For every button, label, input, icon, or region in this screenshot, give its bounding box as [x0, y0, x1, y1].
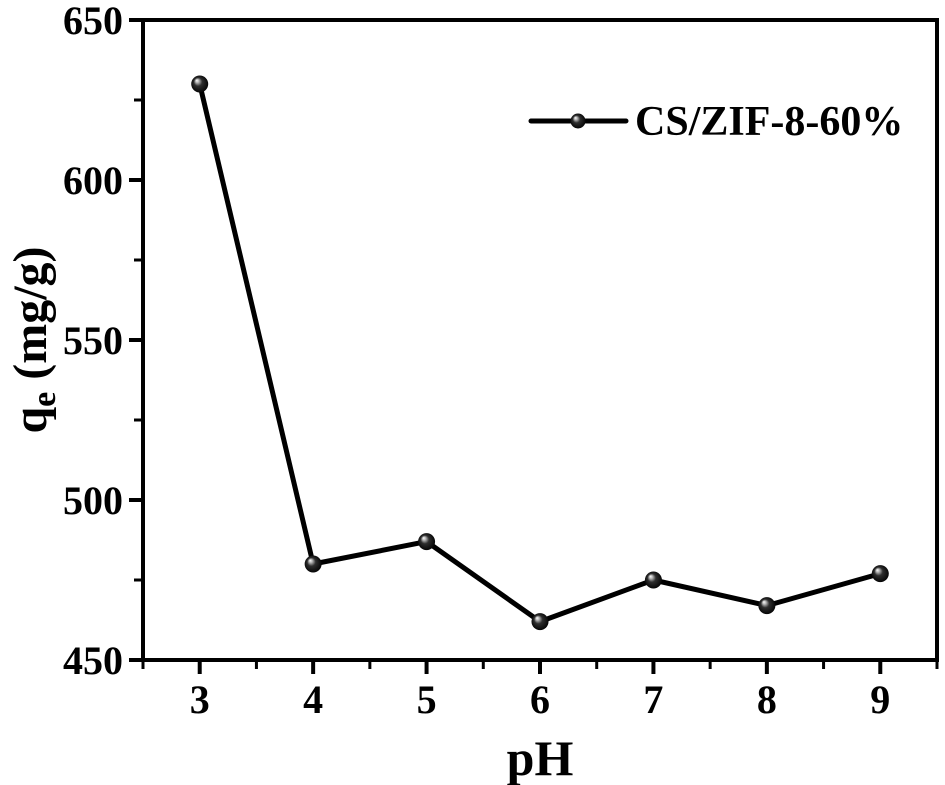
x-axis-tick-label: 7 [643, 677, 663, 722]
data-point-marker [304, 555, 322, 573]
plot-frame-border [141, 18, 939, 662]
x-axis-tick-label: 3 [190, 677, 210, 722]
legend: CS/ZIF-8-60% [528, 99, 903, 145]
plot-frame [141, 18, 939, 662]
y-axis-tick-label: 550 [63, 318, 123, 363]
y-axis-label-units: (mg/g) [4, 246, 57, 391]
y-axis-label-base: q [4, 407, 57, 434]
data-point-marker [418, 533, 436, 551]
data-point-marker [871, 565, 889, 583]
y-axis-label: qe (mg/g) [4, 246, 63, 433]
y-axis-tick-label: 650 [63, 0, 123, 43]
axis-tick-labels: 3 4 5 6 7 8 9 450 500 550 600 650 [63, 0, 890, 722]
x-axis-tick-label: 8 [757, 677, 777, 722]
data-point-marker [191, 75, 209, 93]
y-axis-label-subscript: e [26, 392, 63, 407]
data-point-marker [758, 597, 776, 615]
data-point-marker [644, 571, 662, 589]
x-axis-tick-label: 4 [303, 677, 323, 722]
x-axis-label: pH [507, 730, 574, 785]
legend-label: CS/ZIF-8-60% [635, 99, 903, 145]
y-axis-tick-label: 500 [63, 478, 123, 523]
legend-marker-sample [570, 113, 586, 129]
x-axis-tick-label: 6 [530, 677, 550, 722]
data-point-marker [531, 613, 549, 631]
x-axis-tick-label: 9 [870, 677, 890, 722]
y-axis-tick-label: 600 [63, 158, 123, 203]
x-axis-tick-label: 5 [417, 677, 437, 722]
data-series [191, 75, 889, 631]
y-axis-tick-label: 450 [63, 638, 123, 683]
data-line [197, 81, 883, 625]
